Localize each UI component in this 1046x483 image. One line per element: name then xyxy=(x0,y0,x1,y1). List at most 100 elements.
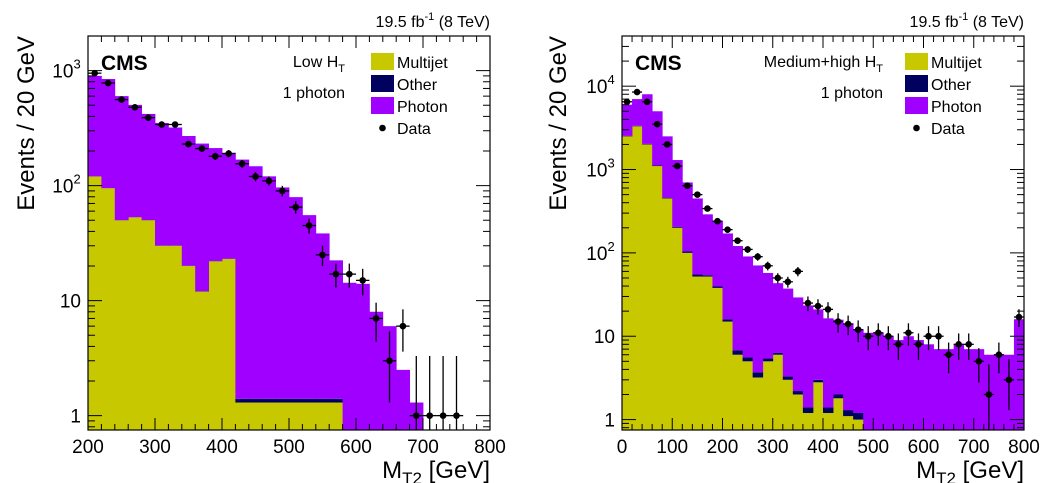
data-point xyxy=(652,120,663,128)
data-marker xyxy=(131,103,139,111)
data-marker xyxy=(874,329,882,337)
data-marker xyxy=(319,251,326,259)
x-tick-label: 600 xyxy=(340,437,372,458)
data-marker xyxy=(104,79,112,87)
photon-count-label: 1 photon xyxy=(283,85,345,102)
data-marker xyxy=(714,217,721,225)
data-marker xyxy=(386,357,393,365)
data-point xyxy=(622,98,633,106)
data-marker xyxy=(854,326,862,333)
luminosity-label: 19.5 fb-1 (8 TeV) xyxy=(910,11,1024,31)
photon-bar xyxy=(168,127,183,246)
legend-marker xyxy=(379,124,386,132)
data-marker xyxy=(1015,313,1023,321)
y-tick-label-exponent: 2 xyxy=(607,239,614,254)
photon-bar xyxy=(652,111,663,166)
data-point xyxy=(873,323,884,346)
data-point xyxy=(356,268,370,296)
data-marker xyxy=(844,320,852,328)
data-marker xyxy=(965,341,973,348)
data-marker xyxy=(804,299,812,307)
legend: Multijet Other Photon Data xyxy=(905,53,982,138)
other-bar xyxy=(672,226,683,228)
other-bar xyxy=(812,379,824,383)
x-tick-label: 500 xyxy=(857,437,889,458)
y-tick-label-base: 10 xyxy=(52,62,73,83)
data-point xyxy=(782,276,793,288)
experiment-label: CMS xyxy=(635,52,682,75)
data-point xyxy=(732,237,743,245)
data-point xyxy=(114,96,129,103)
y-tick-label-base: 10 xyxy=(586,77,607,98)
energy-label: (8 TeV) xyxy=(968,14,1024,31)
data-point xyxy=(315,245,330,267)
photon-bar xyxy=(155,123,169,246)
photon-bar xyxy=(356,283,370,430)
y-tick-label-base: 10 xyxy=(52,177,73,198)
data-marker xyxy=(225,150,232,157)
data-point xyxy=(913,333,924,360)
data-marker xyxy=(623,98,631,106)
multijet-bar xyxy=(782,379,794,430)
data-marker xyxy=(292,203,300,211)
photon-bar xyxy=(622,104,633,136)
data-point xyxy=(423,356,437,430)
data-point xyxy=(168,121,182,128)
photon-bar xyxy=(873,332,884,430)
data-marker xyxy=(895,341,902,348)
data-point xyxy=(155,121,169,128)
data-marker xyxy=(145,114,152,121)
photon-bar xyxy=(973,349,985,430)
multijet-bar xyxy=(722,321,733,430)
legend-swatch xyxy=(905,97,928,114)
data-marker xyxy=(734,237,741,245)
multijet-bar xyxy=(833,398,844,430)
x-axis-label-main: M xyxy=(382,457,402,483)
experiment-label: CMS xyxy=(101,52,148,75)
x-axis: 0 100 200 300 400 500 600 700 800 xyxy=(617,36,1040,458)
photon-bar xyxy=(863,332,874,430)
y-tick-label: 102 xyxy=(52,172,80,198)
data-marker xyxy=(252,173,259,180)
photon-bar xyxy=(642,94,653,144)
data-marker xyxy=(945,351,952,359)
y-tick-label: 1 xyxy=(70,407,81,428)
multijet-bar xyxy=(712,287,723,430)
other-bar xyxy=(732,350,743,355)
photon-count-label: 1 photon xyxy=(821,85,883,102)
data-point xyxy=(632,88,643,96)
data-marker xyxy=(724,226,731,233)
legend-entry-data: Data xyxy=(379,121,431,138)
photon-bar xyxy=(742,256,754,358)
other-bar xyxy=(302,398,317,403)
other-bar xyxy=(833,394,844,399)
data-points xyxy=(88,69,464,430)
luminosity-label: 19.5 fb-1 (8 TeV) xyxy=(376,11,490,31)
legend-entry-other: Other xyxy=(905,75,972,94)
data-marker xyxy=(413,412,420,419)
multijet-bar xyxy=(248,402,263,430)
y-tick-label: 10 xyxy=(594,327,615,348)
data-marker xyxy=(794,268,802,275)
data-marker xyxy=(118,96,125,103)
data-point xyxy=(248,172,263,182)
legend-label: Multijet xyxy=(931,55,982,72)
x-axis-label-unit: [GeV] xyxy=(422,457,490,483)
other-bar xyxy=(652,165,663,167)
other-bar xyxy=(235,398,250,403)
legend-swatch xyxy=(371,97,394,114)
legend-swatch xyxy=(371,75,394,92)
photon-bar xyxy=(923,344,934,430)
photon-bar xyxy=(235,159,250,399)
data-point xyxy=(883,326,894,351)
y-tick-label: 104 xyxy=(586,72,614,98)
data-point xyxy=(642,98,653,106)
data-marker xyxy=(171,121,179,128)
x-axis: 200 300 400 500 600 700 800 xyxy=(72,36,506,458)
x-tick-label: 100 xyxy=(656,437,688,458)
data-marker xyxy=(1005,376,1013,384)
region-label-sub: T xyxy=(338,63,345,75)
data-point xyxy=(983,364,994,430)
data-marker xyxy=(744,246,751,253)
